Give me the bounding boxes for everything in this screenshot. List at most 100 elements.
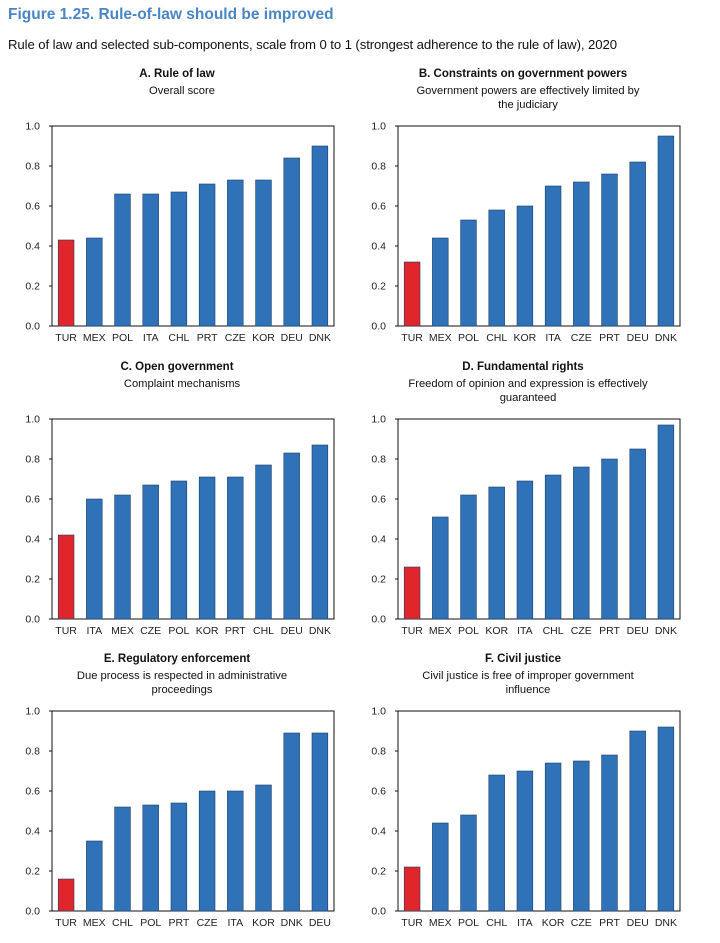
y-tick-label: 0.8 — [371, 161, 386, 173]
panel-title: E. Regulatory enforcement — [103, 653, 251, 665]
bar-tur — [403, 866, 421, 912]
x-tick-label: ITA — [545, 332, 561, 344]
bar-chl — [488, 209, 505, 327]
bar-prt — [601, 754, 618, 912]
x-tick-label: CZE — [571, 625, 592, 637]
bar-chl — [170, 191, 188, 327]
bar-dnk — [311, 444, 329, 620]
x-tick-label: DNK — [309, 625, 331, 637]
panel-subtitle: Overall score — [149, 85, 215, 97]
y-tick-label: 0.6 — [25, 494, 40, 506]
y-tick-label: 0.6 — [371, 494, 386, 506]
x-tick-label: CZE — [571, 332, 592, 344]
y-tick-label: 0.4 — [371, 241, 386, 253]
x-tick-label: CZE — [225, 332, 246, 344]
x-tick-label: TUR — [401, 332, 423, 344]
x-tick-label: CZE — [571, 917, 592, 929]
x-tick-label: DNK — [309, 332, 331, 344]
bar-cze — [573, 760, 590, 912]
bar-ita — [142, 193, 159, 327]
x-tick-label: POL — [112, 332, 133, 344]
bar-cze — [198, 790, 216, 912]
bar-deu — [283, 452, 300, 620]
panel-title: F. Civil justice — [484, 653, 562, 665]
bar-deu — [629, 730, 646, 912]
x-tick-label: DNK — [655, 917, 677, 929]
x-tick-label: PRT — [599, 917, 620, 929]
y-tick-label: 0.8 — [25, 746, 40, 758]
bar-ita — [516, 480, 534, 620]
y-tick-label: 0.2 — [371, 866, 386, 878]
bar-ita — [86, 498, 103, 620]
x-tick-label: KOR — [196, 625, 219, 637]
bar-kor — [198, 476, 216, 620]
bar-dnk — [657, 135, 675, 327]
y-tick-label: 0.0 — [25, 906, 40, 918]
x-tick-label: PRT — [197, 332, 218, 344]
x-tick-label: CHL — [112, 917, 133, 929]
y-tick-label: 0.8 — [25, 454, 40, 466]
y-tick-label: 1.0 — [371, 414, 386, 426]
x-tick-label: KOR — [252, 917, 275, 929]
x-tick-label: KOR — [542, 917, 565, 929]
bar-ita — [516, 770, 534, 912]
y-tick-label: 0.4 — [371, 534, 386, 546]
plot-frame — [51, 710, 335, 912]
bar-chart-c: 0.0 0.2 0.4 0.6 0.8 1.0 TUR ITA MEX CZE POL KOR PRT C… — [25, 414, 335, 637]
bar-chart-e: 0.0 0.2 0.4 0.6 0.8 1.0 TUR MEX CHL POL PRT CZE ITA K… — [25, 706, 335, 929]
panel-subtitle: Government powers are effectively limite… — [416, 85, 640, 111]
x-tick-label: DNK — [655, 332, 677, 344]
bar-chart-f: 0.0 0.2 0.4 0.6 0.8 1.0 TUR MEX POL CHL ITA KOR CZE P… — [371, 706, 681, 929]
x-tick-label: KOR — [252, 332, 275, 344]
bar-deu — [283, 157, 300, 327]
x-tick-label: DEU — [627, 917, 649, 929]
y-tick-label: 0.0 — [371, 614, 386, 626]
panel-title: C. Open government — [120, 361, 234, 373]
bar-chart-a: 0.0 0.2 0.4 0.6 0.8 1.0 TUR MEX POL ITA CHL PRT CZE K… — [25, 121, 335, 344]
plot-frame — [51, 418, 335, 620]
y-tick-label: 0.0 — [371, 906, 386, 918]
x-tick-label: CZE — [197, 917, 218, 929]
bar-kor — [255, 784, 272, 912]
bar-tur — [403, 261, 421, 327]
bar-cze — [573, 181, 590, 327]
bar-kor — [255, 179, 272, 327]
y-tick-label: 0.6 — [371, 201, 386, 213]
x-tick-label: PRT — [599, 625, 620, 637]
x-tick-label: PRT — [599, 332, 620, 344]
bar-tur — [57, 239, 75, 327]
bar-mex — [432, 516, 449, 620]
panel-title: B. Constraints on government powers — [418, 68, 628, 80]
x-tick-label: TUR — [401, 917, 423, 929]
bar-dnk — [283, 732, 300, 912]
panel-subtitle: Freedom of opinion and expression is eff… — [408, 378, 648, 404]
bar-prt — [601, 173, 618, 327]
y-tick-label: 0.2 — [25, 866, 40, 878]
bar-prt — [198, 183, 216, 327]
bar-prt — [170, 802, 188, 912]
panel-title: A. Rule of law — [139, 68, 215, 80]
y-tick-label: 0.0 — [25, 321, 40, 333]
bar-ita — [227, 790, 244, 912]
x-tick-label: CHL — [486, 332, 507, 344]
x-tick-label: DEU — [627, 332, 649, 344]
y-tick-label: 1.0 — [371, 706, 386, 718]
x-tick-label: TUR — [55, 917, 77, 929]
x-tick-label: POL — [168, 625, 189, 637]
plot-frame — [397, 418, 681, 620]
x-tick-label: KOR — [485, 625, 508, 637]
chart-panel-a: A. Rule of law Overall score 0.0 0.2 0.4 0.… — [12, 68, 342, 358]
x-tick-label: MEX — [83, 332, 106, 344]
x-tick-label: DEU — [281, 332, 303, 344]
bar-kor — [516, 205, 534, 327]
x-tick-label: POL — [458, 332, 479, 344]
y-tick-label: 0.4 — [25, 241, 40, 253]
bar-dnk — [657, 424, 675, 620]
x-tick-label: MEX — [83, 917, 106, 929]
bar-prt — [601, 458, 618, 620]
y-tick-label: 0.4 — [25, 826, 40, 838]
bar-pol — [460, 494, 477, 620]
bar-kor — [488, 486, 505, 620]
y-tick-label: 1.0 — [25, 706, 40, 718]
x-tick-label: ITA — [517, 625, 533, 637]
